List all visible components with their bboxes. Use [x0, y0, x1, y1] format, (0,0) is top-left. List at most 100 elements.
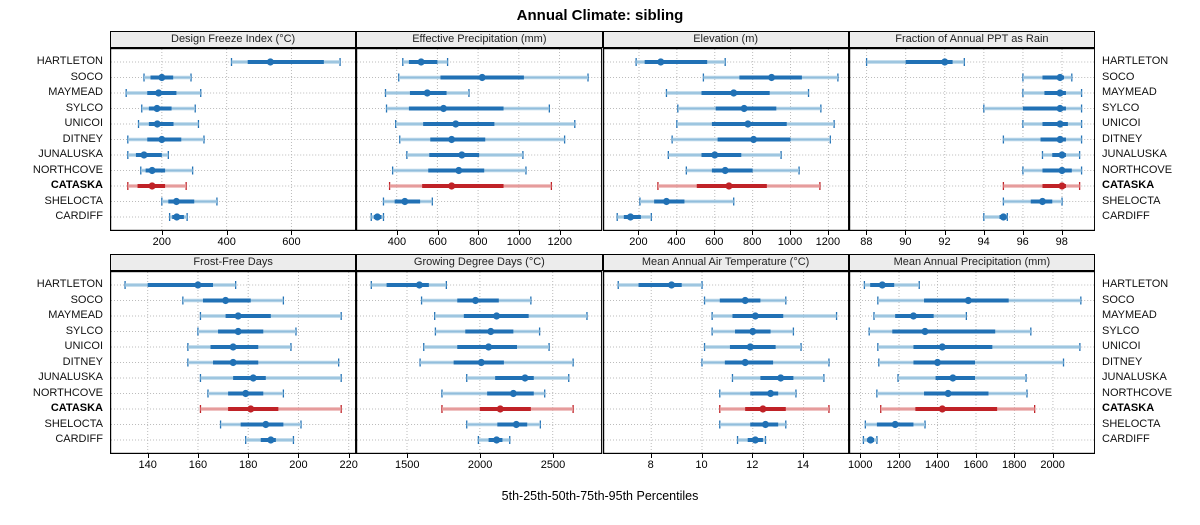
percentile-series: [876, 343, 1081, 351]
median-dot: [662, 197, 670, 206]
median-dot: [448, 135, 456, 144]
axis-tick-label: 2500: [540, 459, 566, 471]
axis-tick-label: 200: [152, 236, 172, 248]
axis-tick-mark: [790, 231, 792, 235]
median-dot: [267, 436, 275, 444]
median-dot: [266, 58, 274, 66]
panel-border: [110, 48, 357, 231]
axis-tick-mark: [1022, 231, 1024, 235]
percentile-series: [477, 436, 511, 444]
percentile-series: [127, 135, 205, 144]
percentile-series: [383, 197, 434, 206]
median-dot: [485, 343, 493, 351]
percentile-series: [665, 89, 809, 97]
median-dot: [938, 405, 946, 413]
axis-tick-mark: [638, 231, 640, 235]
axis-tick-mark: [161, 231, 163, 235]
panel-plot: [110, 48, 357, 231]
site-label: HARTLETON: [1102, 55, 1169, 68]
panel-border: [356, 271, 603, 454]
median-dot: [748, 327, 756, 336]
panel-plot: [602, 48, 849, 231]
site-label: UNICOI: [1102, 340, 1141, 353]
median-dot: [458, 151, 466, 159]
median-dot: [153, 120, 161, 128]
axis-tick-label: 180: [239, 459, 258, 471]
axis-tick-mark: [898, 454, 900, 458]
trellis-row-top: HARTLETON SOCO MAYMEAD SYLCO UNICOI DITNEY JUN…: [0, 31, 1200, 254]
median-dot: [1056, 120, 1064, 128]
site-labels-left: HARTLETON SOCO MAYMEAD SYLCO UNICOI DITNEY JUN…: [0, 254, 110, 477]
percentile-series: [638, 197, 734, 206]
median-dot: [921, 327, 929, 336]
panel: Mean Annual Air Temperature (°C) 8 10 12 14: [602, 254, 849, 477]
median-dot: [767, 73, 775, 82]
site-label: CARDIFF: [55, 210, 103, 223]
axis-tick-label: 1500: [394, 459, 420, 471]
median-dot: [891, 420, 899, 429]
percentile-series: [685, 166, 800, 175]
axis-tick-mark: [1061, 231, 1063, 235]
median-dot: [1056, 135, 1064, 144]
median-dot: [148, 182, 156, 190]
percentile-series: [736, 436, 766, 444]
axis-tick-mark: [248, 454, 250, 458]
median-dot: [496, 405, 505, 413]
site-label: CARDIFF: [1102, 210, 1150, 223]
percentile-series: [441, 389, 546, 398]
median-dot: [1058, 166, 1066, 175]
axis-tick-mark: [905, 231, 907, 235]
percentile-series: [718, 405, 830, 413]
median-dot: [416, 281, 424, 289]
median-dot: [776, 374, 784, 382]
percentile-series: [197, 327, 297, 336]
percentile-series: [702, 73, 839, 82]
axis-tick-label: 220: [339, 459, 358, 471]
median-dot: [626, 213, 634, 221]
percentile-series: [617, 281, 703, 289]
percentile-series: [711, 312, 837, 320]
median-dot: [710, 151, 718, 159]
chart-title: Annual Climate: sibling: [516, 7, 684, 24]
median-dot: [721, 166, 729, 175]
percentile-series: [876, 296, 1082, 305]
median-dot: [493, 312, 501, 320]
median-dot: [158, 135, 166, 144]
percentile-series: [125, 89, 202, 97]
axis-tick-label: 1000: [777, 236, 803, 248]
panel-x-axis: 8 10 12 14: [603, 454, 849, 477]
percentile-series: [182, 296, 285, 305]
site-label: MAYMEAD: [48, 309, 103, 322]
panel-border: [848, 271, 1095, 454]
percentile-series: [402, 58, 449, 66]
axis-tick-label: 14: [796, 459, 810, 471]
axis-tick-label: 600: [428, 236, 447, 248]
percentile-series: [127, 151, 169, 159]
axis-tick-mark: [975, 454, 977, 458]
percentile-series: [423, 343, 550, 351]
site-labels-right: HARTLETON SOCO MAYMEAD SYLCO UNICOI DITNEY JUN…: [1095, 254, 1200, 477]
site-label: SOCO: [1102, 293, 1135, 306]
percentile-series: [168, 213, 188, 221]
panel-header: Elevation (m): [602, 31, 849, 48]
percentile-series: [434, 312, 588, 320]
median-dot: [1056, 89, 1064, 97]
panel-x-axis: 1000 1200 1400 1600 1800 2000: [848, 454, 1095, 477]
site-label: CARDIFF: [1102, 433, 1150, 446]
site-label: CATASKA: [50, 402, 103, 415]
percentile-series: [161, 197, 218, 206]
axis-tick-mark: [437, 231, 439, 235]
percentile-series: [230, 58, 341, 66]
site-label: SOCO: [1102, 70, 1135, 83]
axis-tick-label: 1000: [848, 459, 873, 471]
panel-border: [848, 48, 1095, 231]
median-dot: [940, 58, 949, 66]
median-dot: [154, 89, 163, 97]
panel: Mean Annual Precipitation (mm) 1000 1200 14…: [848, 254, 1095, 477]
axis-tick-label: 12: [746, 459, 759, 471]
percentile-series: [862, 436, 878, 444]
median-dot: [487, 327, 495, 336]
percentile-series: [863, 281, 920, 289]
median-dot: [741, 358, 749, 367]
median-dot: [477, 358, 486, 367]
